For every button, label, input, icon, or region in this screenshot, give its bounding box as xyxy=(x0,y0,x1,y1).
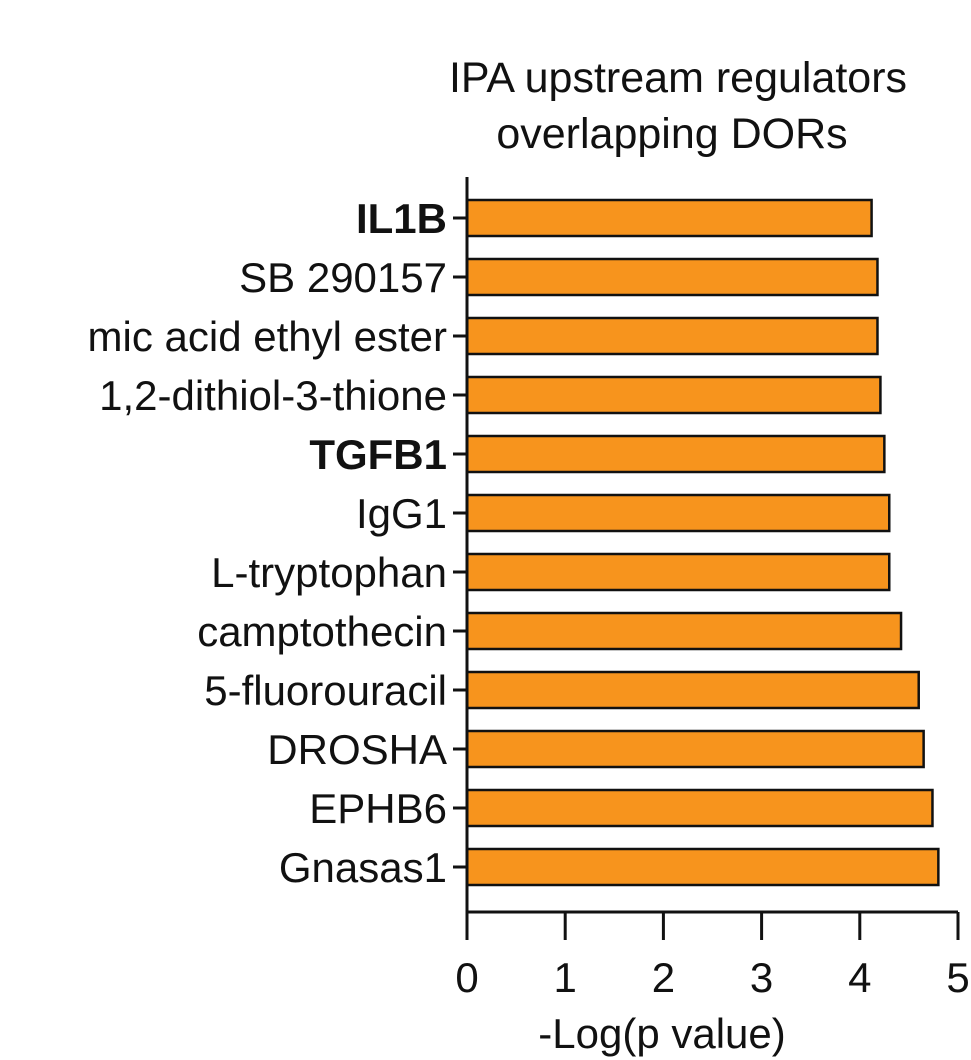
category-labels-group: IL1B SB 290157 mic acid ethyl ester 1,2-dit… xyxy=(88,195,467,891)
x-axis: 0 1 2 3 4 5 xyxy=(455,910,970,1001)
category-label-11: Gnasas1 xyxy=(279,844,447,891)
category-label-0: IL1B xyxy=(356,195,447,242)
bar-11 xyxy=(465,847,940,887)
category-label-7: camptothecin xyxy=(197,608,447,655)
chart-title-line-1: IPA upstream regulators xyxy=(449,54,907,102)
category-label-6: L-tryptophan xyxy=(211,549,447,596)
x-tick-label-3: 3 xyxy=(750,954,773,1001)
category-label-8: 5-fluorouracil xyxy=(204,667,447,714)
category-label-3: 1,2-dithiol-3-thione xyxy=(99,372,447,419)
x-axis-label: -Log(p value) xyxy=(538,1010,785,1057)
chart-title-line-2: overlapping DORs xyxy=(496,110,847,158)
bar-4 xyxy=(465,434,886,474)
bar-2 xyxy=(465,316,879,356)
bar-10 xyxy=(465,788,934,828)
category-label-9: DROSHA xyxy=(267,726,447,773)
x-tick-label-5: 5 xyxy=(946,954,969,1001)
bar-6 xyxy=(465,552,891,592)
category-label-1: SB 290157 xyxy=(239,254,447,301)
bar-5 xyxy=(465,493,891,533)
bars-group xyxy=(465,198,940,887)
category-label-5: IgG1 xyxy=(356,490,447,537)
x-tick-label-0: 0 xyxy=(455,954,478,1001)
category-label-10: EPHB6 xyxy=(309,785,447,832)
bar-9 xyxy=(465,729,925,769)
bar-1 xyxy=(465,257,879,297)
x-tick-label-1: 1 xyxy=(554,954,577,1001)
x-tick-label-2: 2 xyxy=(652,954,675,1001)
x-tick-label-4: 4 xyxy=(848,954,871,1001)
category-label-2: mic acid ethyl ester xyxy=(88,313,447,360)
bar-8 xyxy=(465,670,920,710)
category-label-4: TGFB1 xyxy=(309,431,447,478)
bar-0 xyxy=(465,198,873,238)
bar-3 xyxy=(465,375,882,415)
bar-7 xyxy=(465,611,903,651)
